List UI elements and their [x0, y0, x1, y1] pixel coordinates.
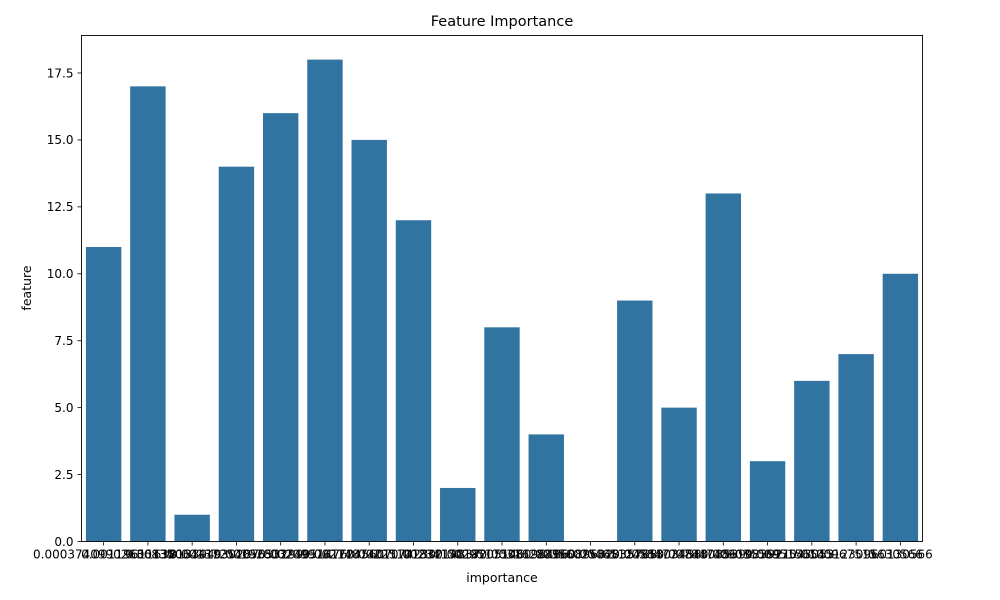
x-tick-label-0: 0.00037409902636835: [33, 548, 174, 562]
x-tick-label-16: 0.0095156545123096: [745, 548, 879, 562]
x-tick-label-7: 0.0022510183214837: [347, 548, 481, 562]
bar-10: [528, 434, 564, 542]
y-axis-label: feature: [19, 265, 34, 310]
bar-8: [440, 487, 476, 542]
bar-7: [395, 220, 432, 542]
bar-1: [130, 86, 166, 542]
y-tick-label-6: 15.0: [47, 133, 74, 147]
x-tick-label-11: 0.0035602584835768: [524, 548, 658, 562]
bar-3: [218, 166, 255, 542]
x-tick-label-14: 0.0078474861983921: [657, 548, 791, 562]
x-tick-label-12: 0.0046512485303458: [568, 548, 702, 562]
x-tick-label-9: 0.0029517508196486: [435, 548, 569, 562]
x-tick-label-1: 0.0011961163813394: [81, 548, 215, 562]
bar-9: [484, 327, 520, 542]
x-tick-label-8: 0.0023415018205146: [391, 548, 525, 562]
bar-17: [838, 354, 874, 542]
y-tick-label-4: 10.0: [47, 267, 74, 281]
bar-15: [749, 461, 786, 542]
y-tick-label-0: 0.0: [54, 535, 73, 549]
x-axis: 0.000374099026368350.00119611638133940.0…: [33, 541, 933, 562]
bar-0: [85, 247, 122, 542]
x-tick-label-13: 0.0058477484308539: [612, 548, 746, 562]
y-tick-label-5: 12.5: [47, 200, 74, 214]
x-tick-label-6: 0.0021487401174230: [302, 548, 436, 562]
bars-group: [85, 59, 919, 542]
x-axis-label: importance: [466, 570, 538, 585]
y-axis: 0.0 2.5 5.0 7.5 10.0 12.5 15.0 17.5: [47, 66, 82, 549]
x-tick-label-2: 0.0013006441930287: [125, 548, 259, 562]
plot-frame: [81, 35, 923, 542]
bar-18: [882, 273, 919, 542]
x-tick-label-5: 0.0020997617245607: [258, 548, 392, 562]
x-tick-label-15: 0.0090355697543053: [701, 548, 835, 562]
x-tick-label-18: 0.0130566: [868, 548, 933, 562]
chart-title: Feature Importance: [431, 14, 574, 30]
x-tick-label-10: 0.0031628896089632: [479, 548, 613, 562]
bar-16: [794, 380, 830, 542]
bar-14: [705, 193, 742, 542]
bar-5: [307, 59, 343, 542]
bar-4: [262, 113, 299, 542]
bar-12: [617, 300, 653, 542]
x-tick-label-17: 0.0100967515630566: [789, 548, 923, 562]
bar-2: [174, 514, 210, 542]
y-tick-label-7: 17.5: [47, 66, 74, 80]
bar-6: [351, 139, 387, 542]
y-tick-label-2: 5.0: [54, 401, 73, 415]
x-tick-label-3: 0.0013725405653299: [170, 548, 304, 562]
bar-13: [661, 407, 697, 542]
y-tick-label-3: 7.5: [54, 334, 73, 348]
x-tick-label-4: 0.0019280324951476: [214, 548, 348, 562]
y-tick-label-1: 2.5: [54, 468, 73, 482]
